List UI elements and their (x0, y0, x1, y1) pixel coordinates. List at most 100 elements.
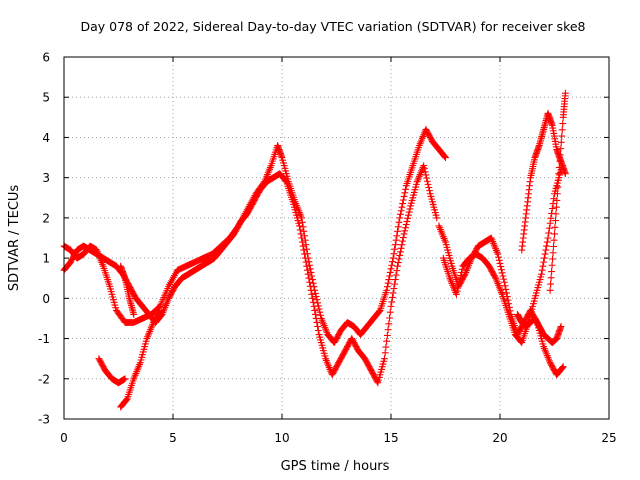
data-point (313, 319, 321, 326)
data-point (303, 262, 311, 270)
data-point (310, 302, 318, 310)
data-point (500, 278, 508, 286)
data-point (305, 274, 313, 282)
data-point (399, 237, 407, 245)
data-point (389, 254, 397, 262)
data-point (549, 200, 557, 207)
data-point (300, 246, 308, 254)
data-point (425, 184, 433, 191)
data-point (545, 229, 553, 237)
data-point (402, 185, 409, 193)
data-point (306, 265, 314, 273)
data-point (453, 287, 461, 295)
x-tick-label: 5 (169, 431, 177, 445)
data-point (423, 177, 431, 185)
data-point (297, 230, 305, 238)
data-point (386, 308, 394, 316)
y-tick-label: 3 (42, 171, 50, 185)
data-point (555, 163, 563, 171)
y-tick-label: 0 (42, 292, 50, 306)
data-point (540, 254, 548, 262)
data-point (383, 337, 391, 345)
data-point (391, 276, 399, 283)
data-point (389, 289, 397, 297)
data-point (394, 259, 402, 266)
data-point (304, 270, 312, 278)
data-point (312, 311, 319, 318)
data-point (421, 165, 428, 173)
data-point (562, 170, 569, 178)
data-point (538, 266, 546, 274)
data-point (552, 210, 560, 218)
data-point (554, 176, 562, 184)
data-point (302, 258, 310, 266)
data-point (123, 396, 130, 404)
data-point (389, 294, 396, 301)
data-point (424, 180, 432, 188)
data-point (390, 250, 398, 258)
data-point (455, 281, 462, 289)
data-point (301, 254, 309, 262)
data-point (494, 250, 502, 258)
data-point (390, 285, 398, 292)
data-point (549, 255, 556, 263)
data-point (547, 214, 555, 222)
data-point (299, 242, 307, 250)
data-point (517, 338, 525, 346)
axis-layer: 0 5 10 15 20 25 -3 -2 -1 0 1 2 3 4 5 6 (38, 51, 617, 446)
data-point (385, 320, 393, 328)
data-point (422, 171, 430, 179)
data-point (548, 268, 555, 275)
data-point (550, 195, 558, 203)
data-point (387, 265, 395, 273)
data-point (458, 269, 465, 276)
data-point (502, 285, 510, 293)
data-point (423, 174, 431, 182)
x-tick-label: 0 (60, 431, 68, 445)
series-track-j (546, 89, 569, 294)
data-point (557, 323, 565, 330)
data-point (302, 241, 310, 249)
data-point (312, 315, 320, 322)
data-point (495, 256, 503, 264)
data-point (554, 183, 562, 191)
data-point (282, 177, 290, 185)
data-point (498, 266, 505, 274)
data-point (391, 280, 399, 288)
data-point (393, 232, 401, 240)
data-point (556, 151, 564, 159)
data-point (303, 245, 311, 253)
data-point (316, 308, 324, 316)
data-point (391, 241, 399, 249)
y-tick-label: 6 (42, 51, 50, 65)
data-point (499, 272, 507, 280)
data-point (386, 272, 393, 280)
chart-title: Day 078 of 2022, Sidereal Day-to-day VTE… (80, 19, 585, 34)
data-point (314, 323, 322, 330)
data-point (400, 193, 408, 200)
data-point (558, 126, 566, 134)
data-point (546, 224, 553, 232)
data-point (496, 260, 504, 267)
data-point (538, 270, 545, 278)
data-point (309, 279, 317, 287)
y-axis-title: SDTVAR / TECUs (7, 185, 22, 292)
data-point (387, 302, 395, 310)
data-point (299, 223, 307, 231)
data-point (550, 236, 558, 244)
data-layer (60, 89, 569, 411)
data-point (315, 305, 323, 313)
data-point (553, 203, 560, 211)
data-point (308, 290, 316, 298)
data-point (401, 189, 409, 197)
data-point (550, 243, 557, 250)
data-point (156, 307, 164, 314)
x-tick-label: 10 (274, 431, 289, 445)
data-point (453, 290, 460, 298)
data-point (388, 261, 396, 269)
data-point (546, 286, 554, 294)
data-point (309, 298, 317, 306)
data-point (426, 187, 433, 195)
series-track-c (95, 355, 129, 387)
